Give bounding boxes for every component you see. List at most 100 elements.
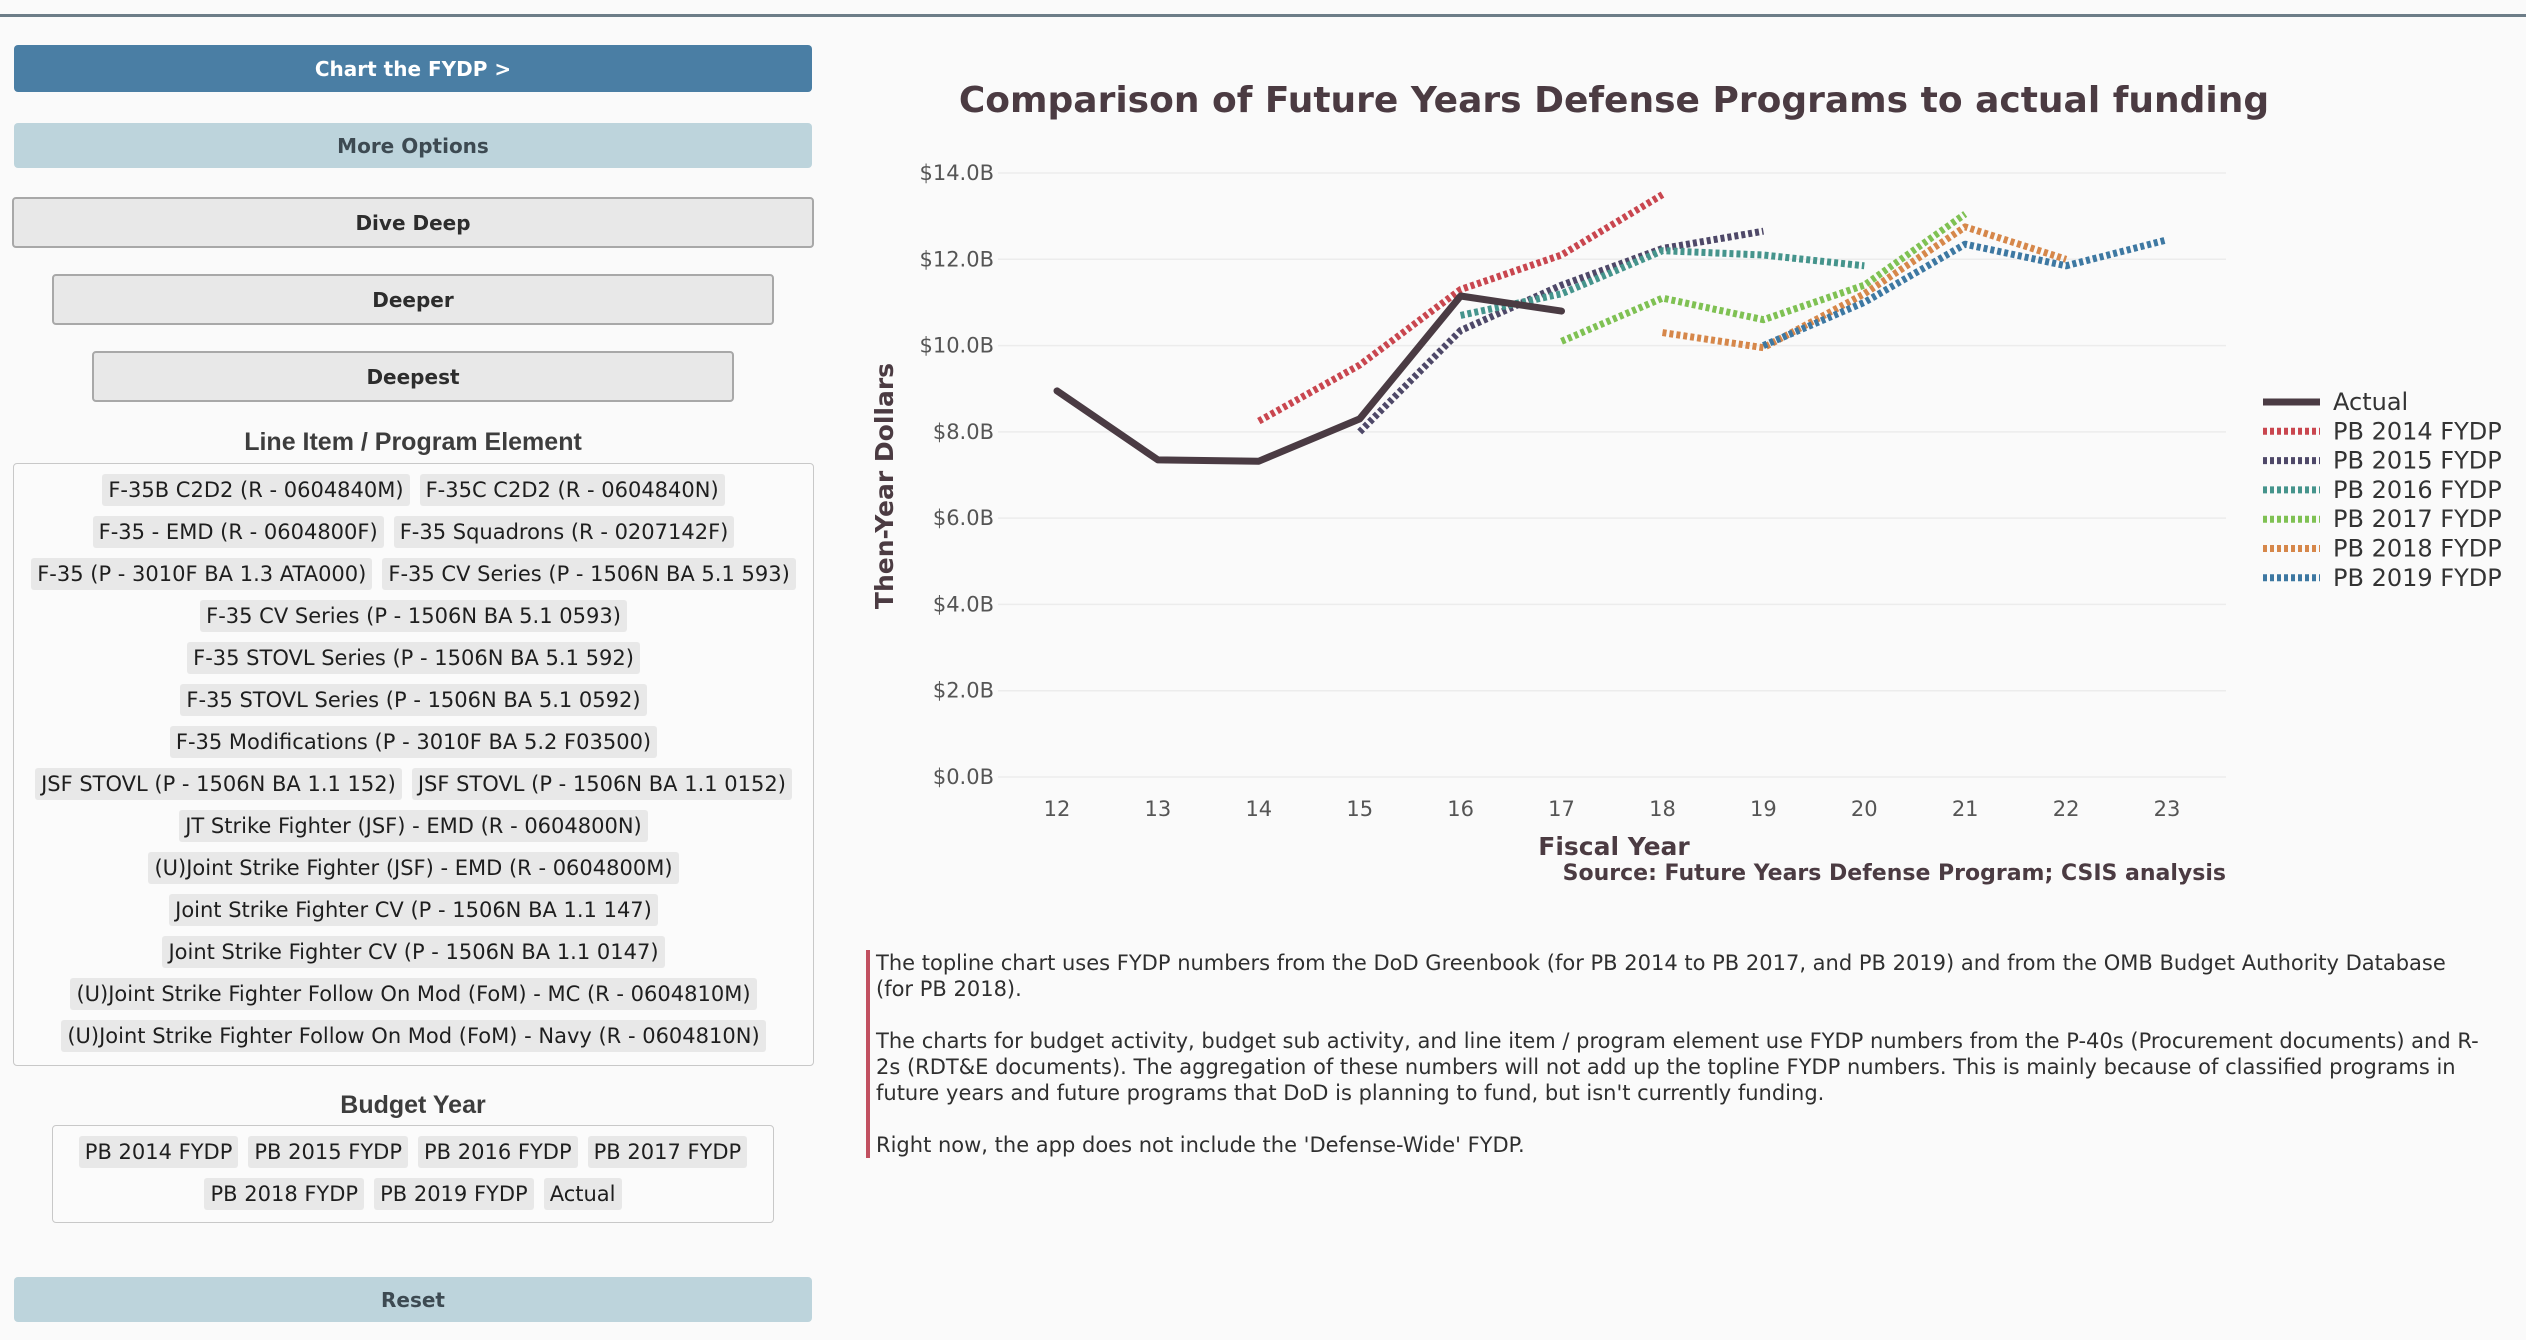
- option-chip[interactable]: PB 2014 FYDP: [78, 1136, 239, 1168]
- chip-row: Joint Strike Fighter CV (P - 1506N BA 1.…: [14, 894, 813, 926]
- sidebar: Chart the FYDP > More Options Dive Deep …: [0, 0, 820, 1340]
- chart-title: Comparison of Future Years Defense Progr…: [959, 80, 2269, 121]
- option-chip[interactable]: F-35C C2D2 (R - 0604840N): [419, 474, 725, 506]
- option-chip[interactable]: (U)Joint Strike Fighter (JSF) - EMD (R -…: [148, 852, 679, 884]
- line-item-label: Line Item / Program Element: [244, 428, 582, 456]
- y-axis-label: Then-Year Dollars: [870, 363, 899, 609]
- option-chip[interactable]: F-35 CV Series (P - 1506N BA 5.1 593): [382, 558, 796, 590]
- chip-row: F-35 Modifications (P - 3010F BA 5.2 F03…: [14, 726, 813, 758]
- option-chip[interactable]: F-35 - EMD (R - 0604800F): [92, 516, 384, 548]
- x-axis-ticks: 12 13 14 15 16 17 18 19 20 21 22 23: [1044, 797, 2181, 821]
- chip-row: PB 2014 FYDP PB 2015 FYDP PB 2016 FYDP PB 2…: [53, 1136, 773, 1168]
- note-defense-wide: Right now, the app does not include the …: [876, 1133, 1525, 1157]
- option-chip[interactable]: F-35 Squadrons (R - 0207142F): [393, 516, 735, 548]
- x-tick-label: 16: [1447, 797, 1474, 821]
- chip-row: (U)Joint Strike Fighter (JSF) - EMD (R -…: [14, 852, 813, 884]
- series-line: [1459, 247, 1865, 319]
- legend-label: PB 2018 FYDP: [2333, 535, 2502, 563]
- option-chip[interactable]: F-35 STOVL Series (P - 1506N BA 5.1 0592…: [180, 684, 647, 716]
- option-chip[interactable]: (U)Joint Strike Fighter Follow On Mod (F…: [61, 1020, 766, 1052]
- more-options-button[interactable]: More Options: [14, 123, 812, 168]
- option-chip[interactable]: F-35 Modifications (P - 3010F BA 5.2 F03…: [169, 726, 658, 758]
- option-chip[interactable]: Joint Strike Fighter CV (P - 1506N BA 1.…: [162, 936, 665, 968]
- x-tick-label: 15: [1346, 797, 1373, 821]
- chart-grid: [998, 172, 2226, 778]
- x-tick-label: 20: [1851, 797, 1878, 821]
- deepest-button[interactable]: Deepest: [92, 351, 734, 402]
- chip-row: Joint Strike Fighter CV (P - 1506N BA 1.…: [14, 936, 813, 968]
- x-tick-label: 22: [2053, 797, 2080, 821]
- x-tick-label: 17: [1548, 797, 1575, 821]
- chip-row: JSF STOVL (P - 1506N BA 1.1 152) JSF STOV…: [14, 768, 813, 800]
- chip-row: F-35B C2D2 (R - 0604840M) F-35C C2D2 (R -…: [14, 474, 813, 506]
- series-line: [1661, 223, 2068, 352]
- series-line: [1257, 191, 1665, 425]
- note-aggregation: The charts for budget activity, budget s…: [876, 1029, 2479, 1105]
- y-tick-label: $10.0B: [919, 334, 994, 358]
- reset-button[interactable]: Reset: [14, 1277, 812, 1322]
- chip-row: F-35 STOVL Series (P - 1506N BA 5.1 0592…: [14, 684, 813, 716]
- option-chip[interactable]: PB 2017 FYDP: [587, 1136, 748, 1168]
- option-chip[interactable]: PB 2019 FYDP: [374, 1178, 534, 1210]
- y-axis-ticks: $0.0B $2.0B $4.0B $6.0B $8.0B $10.0B $12.0B $14…: [919, 161, 994, 789]
- x-tick-label: 23: [2154, 797, 2181, 821]
- option-chip[interactable]: JT Strike Fighter (JSF) - EMD (R - 06048…: [179, 810, 648, 842]
- y-tick-label: $6.0B: [933, 506, 994, 530]
- chip-row: F-35 CV Series (P - 1506N BA 5.1 0593): [14, 600, 813, 632]
- y-tick-label: $0.0B: [933, 765, 994, 789]
- chip-row: F-35 STOVL Series (P - 1506N BA 5.1 592): [14, 642, 813, 674]
- dive-deep-button[interactable]: Dive Deep: [12, 197, 814, 248]
- option-chip[interactable]: JSF STOVL (P - 1506N BA 1.1 0152): [411, 768, 792, 800]
- series-line: [1053, 292, 1565, 465]
- notes-panel: The topline chart uses FYDP numbers from…: [866, 950, 2486, 1158]
- x-tick-label: 12: [1044, 797, 1071, 821]
- option-chip[interactable]: Actual: [543, 1178, 622, 1210]
- legend-label: PB 2017 FYDP: [2333, 505, 2502, 533]
- option-chip[interactable]: JSF STOVL (P - 1506N BA 1.1 152): [35, 768, 402, 800]
- option-chip[interactable]: PB 2015 FYDP: [248, 1136, 408, 1168]
- chart-fydp-button[interactable]: Chart the FYDP >: [14, 45, 812, 92]
- note-topline: The topline chart uses FYDP numbers from…: [876, 951, 2446, 1001]
- y-tick-label: $4.0B: [933, 592, 994, 616]
- x-axis-label: Fiscal Year: [1538, 832, 1690, 861]
- option-chip[interactable]: PB 2016 FYDP: [418, 1136, 578, 1168]
- x-tick-label: 14: [1245, 797, 1272, 821]
- y-tick-label: $8.0B: [933, 420, 994, 444]
- legend-label: PB 2014 FYDP: [2333, 417, 2502, 445]
- option-chip[interactable]: Joint Strike Fighter CV (P - 1506N BA 1.…: [169, 894, 658, 926]
- line-item-selector[interactable]: F-35B C2D2 (R - 0604840M) F-35C C2D2 (R -…: [13, 463, 814, 1066]
- chart-series: [1053, 191, 2168, 465]
- option-chip[interactable]: F-35 STOVL Series (P - 1506N BA 5.1 592): [187, 642, 640, 674]
- series-line: [1560, 211, 1968, 345]
- y-tick-label: $2.0B: [933, 679, 994, 703]
- y-tick-label: $14.0B: [919, 161, 994, 185]
- chip-row: (U)Joint Strike Fighter Follow On Mod (F…: [14, 978, 813, 1010]
- chip-row: PB 2018 FYDP PB 2019 FYDP Actual: [53, 1178, 773, 1210]
- fydp-line-chart: Comparison of Future Years Defense Progr…: [870, 80, 2502, 886]
- option-chip[interactable]: F-35 (P - 3010F BA 1.3 ATA000): [31, 558, 373, 590]
- top-divider: [0, 14, 2526, 17]
- x-tick-label: 19: [1750, 797, 1777, 821]
- legend-label: PB 2019 FYDP: [2333, 564, 2502, 592]
- x-tick-label: 21: [1952, 797, 1979, 821]
- legend-label: Actual: [2333, 388, 2408, 416]
- x-tick-label: 13: [1145, 797, 1172, 821]
- legend-label: PB 2016 FYDP: [2333, 476, 2502, 504]
- source-note: Source: Future Years Defense Program; CS…: [1563, 861, 2226, 886]
- deeper-button[interactable]: Deeper: [52, 274, 774, 325]
- budget-year-label: Budget Year: [340, 1091, 486, 1119]
- series-line: [1762, 236, 2168, 349]
- option-chip[interactable]: PB 2018 FYDP: [204, 1178, 365, 1210]
- option-chip[interactable]: F-35 CV Series (P - 1506N BA 5.1 0593): [200, 600, 627, 632]
- budget-year-selector[interactable]: PB 2014 FYDP PB 2015 FYDP PB 2016 FYDP PB 2…: [52, 1125, 774, 1223]
- chip-row: JT Strike Fighter (JSF) - EMD (R - 06048…: [14, 810, 813, 842]
- y-tick-label: $12.0B: [919, 247, 994, 271]
- option-chip[interactable]: (U)Joint Strike Fighter Follow On Mod (F…: [70, 978, 757, 1010]
- chip-row: F-35 - EMD (R - 0604800F) F-35 Squadrons …: [14, 516, 813, 548]
- option-chip[interactable]: F-35B C2D2 (R - 0604840M): [102, 474, 410, 506]
- chip-row: (U)Joint Strike Fighter Follow On Mod (F…: [14, 1020, 813, 1052]
- legend-label: PB 2015 FYDP: [2333, 447, 2502, 475]
- chip-row: F-35 (P - 3010F BA 1.3 ATA000) F-35 CV Se…: [14, 558, 813, 590]
- x-tick-label: 18: [1649, 797, 1676, 821]
